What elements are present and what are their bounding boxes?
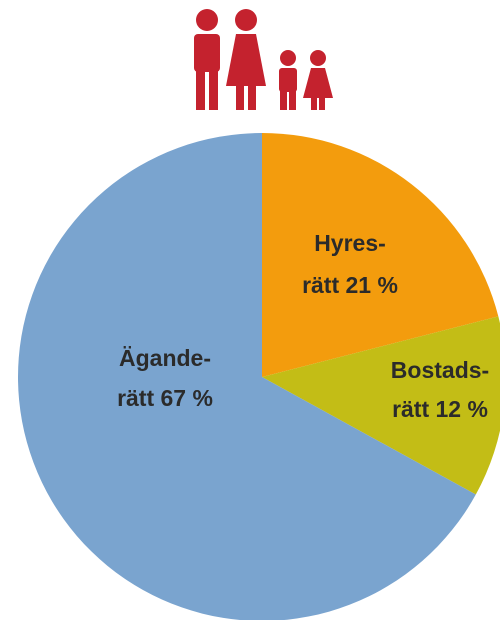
pie-slice [18, 133, 476, 620]
value-label: rätt 67 % [117, 385, 213, 411]
slice-label: Hyres- [314, 230, 386, 256]
slice-label: Bostads- [391, 357, 489, 383]
value-label: rätt 21 % [302, 272, 398, 298]
family-icon [194, 9, 333, 110]
pie-slice [262, 133, 499, 377]
pie-slice [262, 316, 500, 495]
slice-label: Ägande- [119, 345, 211, 371]
value-label: rätt 12 % [392, 396, 488, 422]
